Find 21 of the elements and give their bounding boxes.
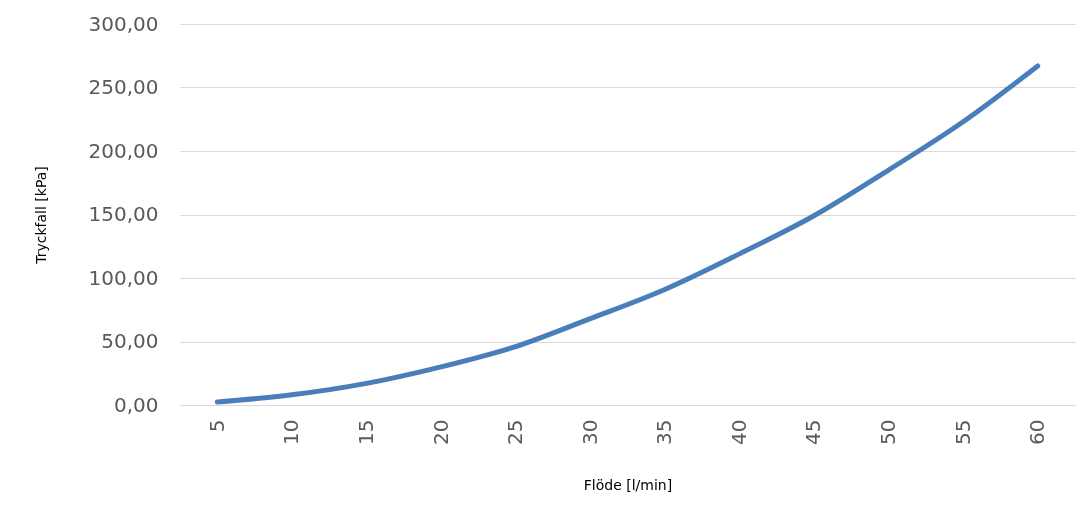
y-tick-label: 250,00	[88, 75, 159, 99]
y-tick-label: 200,00	[88, 138, 159, 163]
y-tick-label: 0,00	[113, 392, 159, 417]
y-tick-label: 300,00	[88, 11, 159, 36]
y-axis-title: Tryckfall [kPa]	[32, 166, 49, 265]
y-tick-label: 100,00	[88, 265, 159, 290]
x-tick-label: 35	[652, 419, 677, 445]
x-tick-label: 10	[279, 419, 304, 445]
x-tick-label: 30	[577, 419, 602, 445]
x-tick-label: 20	[428, 419, 453, 445]
y-tick-label: 150,00	[88, 202, 159, 226]
x-tick-label: 55	[950, 419, 975, 445]
x-tick-label: 50	[876, 419, 901, 445]
x-tick-label: 5	[204, 419, 229, 433]
y-tick-label: 50,00	[101, 329, 159, 353]
x-tick-label: 40	[726, 419, 751, 445]
x-tick-label: 45	[801, 419, 826, 445]
x-tick-label: 25	[503, 419, 528, 445]
x-tick-label: 60	[1025, 419, 1050, 445]
x-axis-title: Flöde [l/min]	[583, 476, 673, 493]
x-tick-label: 15	[353, 419, 378, 445]
